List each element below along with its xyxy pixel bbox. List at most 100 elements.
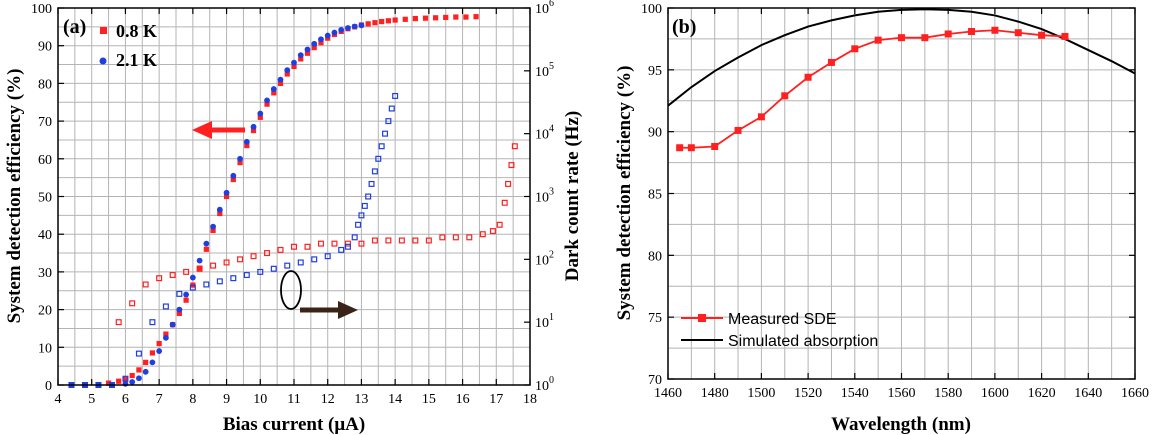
panel-a-y-axis-title: System detection efficiency (%) [4,69,25,324]
y-tick-label: 0 [45,379,52,394]
point-2 [331,240,338,247]
point-measured-sde [676,144,684,152]
point-measured-sde [757,113,765,121]
x-tick-label: 8 [189,392,196,407]
y2-tick-label: 105 [535,61,554,80]
point-2 [466,234,473,241]
y-tick-label: 60 [38,153,52,168]
point-1 [250,123,257,130]
point-2 [264,250,271,257]
point-measured-sde [921,34,929,42]
point-0 [422,15,429,21]
point-measured-sde [734,126,742,134]
point-3 [297,259,304,266]
point-2 [439,234,446,241]
chart-panel-b: 1460 1480 1500 1520 1540 1560 1580 1600 1620 1640… [614,2,1149,435]
x-tick-label: 5 [88,392,95,407]
point-measured-sde [804,73,812,81]
y-tick-label: 70 [648,373,662,388]
legend-label-2-1k: 2.1 K [116,50,157,70]
y-tick-label: 80 [38,77,52,92]
point-measured-sde [1061,32,1069,40]
point-1 [277,76,284,83]
point-3 [135,350,142,357]
point-1 [257,110,264,117]
point-2 [511,143,518,150]
y-tick-label: 100 [641,2,662,17]
point-3 [361,202,368,209]
point-3 [365,193,372,200]
point-0 [433,15,439,21]
x-tick-label: 1640 [1074,386,1102,401]
point-0 [372,20,378,26]
point-2 [277,246,284,253]
point-3 [203,281,210,288]
legend-marker-measured [698,314,706,322]
point-0 [136,367,142,373]
point-0 [156,340,162,347]
point-measured-sde [687,144,695,152]
point-3 [392,92,399,99]
point-measured-sde [898,34,905,42]
panel-b-gridlines [668,8,1135,379]
point-0 [244,143,250,149]
point-3 [385,118,392,125]
point-0 [230,176,236,183]
point-1 [162,334,169,341]
y2-tick-label: 100 [535,375,554,394]
x-tick-label: 1660 [1121,386,1149,401]
point-3 [284,262,291,269]
point-0 [453,14,459,20]
point-0 [203,246,209,252]
point-2 [304,243,311,250]
panel-b-label: (b) [672,16,696,38]
point-1 [210,223,216,230]
y-tick-label: 95 [648,64,662,79]
point-1 [345,25,351,31]
x-tick-label: 1520 [794,386,822,401]
y-tick-label: 70 [38,115,52,130]
legend-label-simulated: Simulated absorption [728,333,878,350]
point-measured-sde [968,27,976,35]
point-2 [385,237,392,244]
point-2 [196,265,203,272]
legend-label-measured: Measured SDE [728,311,837,328]
x-tick-label: 14 [388,392,402,407]
point-0 [385,18,391,24]
point-2 [501,199,508,206]
panel-b-y-tick-labels: 70 75 80 85 90 95 100 [641,2,662,388]
point-3 [371,168,378,175]
point-1 [216,206,223,213]
point-3 [378,143,385,150]
point-0 [271,90,277,96]
point-1 [318,36,324,43]
point-3 [375,155,382,162]
x-tick-label: 1580 [934,386,962,401]
point-3 [257,268,264,275]
point-0 [318,40,324,46]
panel-a-x-axis-title: Bias current (μA) [223,414,365,435]
point-2 [115,319,122,326]
point-measured-sde [827,58,835,66]
point-3 [162,303,169,310]
x-tick-label: 1620 [1028,386,1056,401]
point-1 [358,22,365,29]
legend-label-0-8k: 0.8 K [116,21,157,41]
point-2 [489,228,496,235]
point-0 [116,378,122,384]
point-1 [223,189,230,196]
x-tick-label: 1540 [841,386,869,401]
arrow-head-left [192,121,212,139]
x-tick-label: 11 [287,392,300,407]
point-0 [223,193,230,200]
point-1 [324,32,331,39]
point-0 [379,18,385,25]
point-0 [365,21,371,27]
point-measured-sde [874,36,882,44]
point-0 [129,372,135,379]
point-3 [324,253,331,260]
x-tick-label: 17 [489,392,503,407]
point-2 [452,234,459,241]
point-3 [368,180,375,187]
